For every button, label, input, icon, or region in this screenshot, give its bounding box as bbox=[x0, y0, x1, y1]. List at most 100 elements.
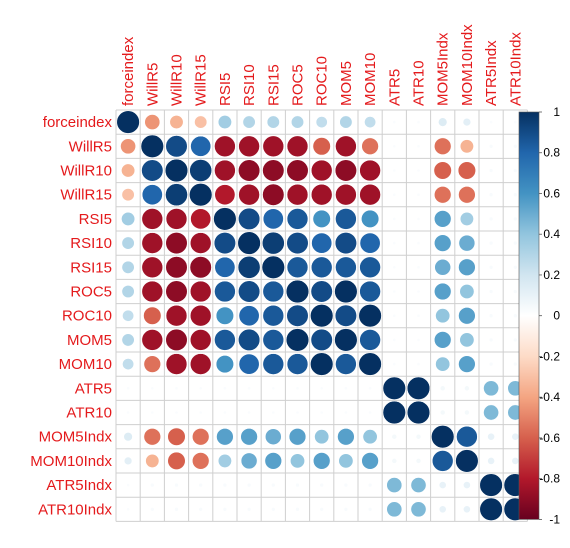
color-legend-tick-label: 0 bbox=[553, 309, 560, 323]
corr-cell-WillR15-WillR5 bbox=[141, 184, 163, 206]
corr-cell-MOM10Indx-ATR10Indx bbox=[511, 457, 520, 465]
corr-cell-forceindex-ROC10 bbox=[315, 116, 328, 129]
corr-cell-RSI5-RSI10 bbox=[238, 207, 261, 230]
color-legend-tick-label: 0.6 bbox=[543, 186, 560, 200]
corr-cell-ATR5Indx-MOM10 bbox=[367, 482, 373, 488]
corr-cell-MOM10-WillR10 bbox=[165, 353, 188, 375]
corr-cell-ROC5-WillR5 bbox=[141, 280, 164, 303]
row-label-MOM10Indx: MOM10Indx bbox=[30, 453, 112, 470]
corr-cell-MOM5-RSI10 bbox=[238, 328, 261, 351]
corr-cell-RSI5-MOM10 bbox=[360, 209, 380, 229]
row-label-ROC5: ROC5 bbox=[70, 284, 112, 301]
corr-cell-ROC5-RSI15 bbox=[262, 280, 285, 303]
corr-cell-RSI5-ATR5Indx bbox=[488, 216, 494, 222]
row-label-MOM5Indx: MOM5Indx bbox=[39, 429, 113, 446]
corr-cell-ROC10-ATR10Indx bbox=[513, 313, 518, 318]
col-label-ATR5Indx: ATR5Indx bbox=[483, 40, 500, 106]
column-labels: forceindex WillR5 WillR10 WillR15 RSI5 RSI10 R… bbox=[120, 24, 524, 106]
corr-cell-ATR5Indx-WillR15 bbox=[198, 482, 203, 488]
corr-cell-WillR5-MOM10Indx bbox=[459, 139, 474, 154]
corr-cell-ROC10-RSI5 bbox=[215, 306, 235, 325]
corr-cell-MOM10-MOM10Indx bbox=[458, 355, 476, 373]
corr-cell-WillR10-RSI10 bbox=[238, 159, 261, 182]
corr-cell-WillR15-WillR15 bbox=[189, 183, 213, 207]
row-label-ATR10: ATR10 bbox=[66, 405, 112, 422]
corr-cell-MOM5Indx-MOM5 bbox=[337, 427, 355, 446]
corr-cell-ATR5-ATR5 bbox=[382, 376, 406, 400]
corr-cell-MOM5-MOM5Indx bbox=[433, 331, 452, 349]
col-label-RSI5: RSI5 bbox=[217, 73, 234, 106]
corr-cell-ATR5-RSI15 bbox=[271, 386, 276, 391]
corr-cell-RSI15-ROC10 bbox=[310, 256, 333, 279]
corr-cell-MOM5Indx-RSI10 bbox=[240, 427, 258, 446]
corr-cell-WillR15-MOM10Indx bbox=[458, 185, 476, 204]
corr-cell-ATR10-MOM10Indx bbox=[464, 409, 470, 416]
corr-cell-WillR15-MOM5Indx bbox=[433, 185, 452, 204]
corr-cell-WillR10-MOM5 bbox=[334, 159, 357, 182]
corr-cell-ATR5Indx-ATR5 bbox=[386, 477, 403, 494]
corr-cell-ATR5-MOM5 bbox=[343, 386, 348, 391]
corr-cell-ROC5-WillR15 bbox=[189, 280, 212, 303]
corr-cell-ATR10-RSI5 bbox=[222, 410, 227, 415]
color-legend-tick-label: 0.8 bbox=[543, 146, 560, 160]
col-label-ATR10Indx: ATR10Indx bbox=[507, 32, 524, 106]
row-label-ATR10Indx: ATR10Indx bbox=[38, 501, 112, 518]
corr-cell-MOM10Indx-MOM10 bbox=[361, 452, 379, 470]
corr-cell-MOM10-MOM10 bbox=[358, 352, 382, 376]
corr-cell-WillR10-RSI15 bbox=[262, 159, 285, 182]
corr-cell-ATR5Indx-MOM5Indx bbox=[438, 481, 447, 489]
corr-cell-MOM5Indx-MOM5Indx bbox=[431, 425, 455, 449]
corr-cell-WillR5-forceindex bbox=[120, 138, 137, 155]
corr-cell-forceindex-ATR10Indx bbox=[513, 120, 518, 125]
corr-cell-RSI5-WillR15 bbox=[190, 208, 212, 230]
corr-cell-ATR10-RSI10 bbox=[247, 410, 252, 415]
corr-cell-ROC5-RSI5 bbox=[214, 280, 236, 303]
corr-cell-RSI5-ROC10 bbox=[312, 209, 331, 229]
color-legend-tick-label: -0.4 bbox=[539, 390, 560, 404]
row-label-forceindex: forceindex bbox=[43, 114, 113, 131]
corr-cell-WillR15-ATR5 bbox=[392, 192, 397, 197]
corr-cell-WillR10-WillR15 bbox=[189, 159, 213, 182]
corr-cell-ATR10-WillR10 bbox=[174, 410, 179, 415]
corr-cell-RSI15-WillR5 bbox=[141, 256, 164, 279]
corr-cell-ATR10Indx-MOM5Indx bbox=[438, 505, 447, 514]
corr-cell-MOM10Indx-RSI10 bbox=[240, 452, 258, 470]
corr-cell-forceindex-MOM5Indx bbox=[437, 117, 448, 127]
corr-cell-ROC10-ATR5Indx bbox=[488, 313, 494, 318]
row-label-RSI10: RSI10 bbox=[70, 235, 112, 252]
corr-cell-ATR5Indx-WillR10 bbox=[174, 482, 179, 488]
corr-cell-ATR5-MOM5Indx bbox=[439, 385, 446, 392]
corr-cell-WillR10-WillR10 bbox=[164, 158, 189, 183]
corr-cell-MOM5-ATR10Indx bbox=[513, 337, 518, 343]
corr-cell-RSI15-MOM10 bbox=[359, 256, 381, 279]
corr-cell-ROC5-ATR5Indx bbox=[488, 289, 494, 294]
corr-cell-RSI5-ATR5 bbox=[392, 216, 397, 221]
corr-cell-forceindex-MOM10 bbox=[364, 116, 377, 129]
corr-cell-WillR10-RSI5 bbox=[214, 159, 236, 182]
col-label-WillR10: WillR10 bbox=[169, 54, 186, 106]
corr-cell-RSI15-forceindex bbox=[121, 260, 135, 274]
corr-cell-MOM10-WillR15 bbox=[189, 353, 212, 375]
corr-cell-MOM5Indx-WillR10 bbox=[167, 427, 186, 446]
corr-cell-ATR10Indx-MOM5 bbox=[343, 507, 349, 512]
corr-cell-ATR5-MOM10Indx bbox=[464, 385, 470, 392]
corr-cell-ATR10Indx-ATR10 bbox=[410, 501, 427, 518]
color-legend-tick-label: 1 bbox=[553, 105, 560, 119]
corr-cell-RSI5-MOM5 bbox=[335, 208, 357, 230]
corr-cell-RSI15-ROC5 bbox=[286, 256, 309, 279]
corr-cell-WillR15-WillR10 bbox=[165, 183, 188, 207]
corr-cell-ROC5-MOM10 bbox=[359, 280, 381, 303]
corr-cell-ROC5-RSI10 bbox=[238, 280, 261, 303]
corr-cell-MOM10Indx-WillR5 bbox=[145, 453, 160, 468]
corr-cell-RSI5-WillR10 bbox=[165, 208, 188, 230]
corr-cell-ATR5Indx-MOM10Indx bbox=[463, 481, 471, 489]
corr-cell-forceindex-WillR15 bbox=[194, 115, 208, 129]
corr-cell-WillR15-RSI10 bbox=[238, 183, 260, 206]
corr-cell-MOM10Indx-RSI5 bbox=[217, 453, 232, 468]
row-label-MOM10: MOM10 bbox=[59, 356, 112, 373]
corr-cell-WillR15-MOM5 bbox=[335, 183, 357, 206]
corr-cell-ROC10-WillR15 bbox=[189, 304, 212, 327]
corr-cell-forceindex-MOM10Indx bbox=[462, 117, 472, 127]
corr-cell-MOM10Indx-MOM5Indx bbox=[431, 450, 454, 472]
